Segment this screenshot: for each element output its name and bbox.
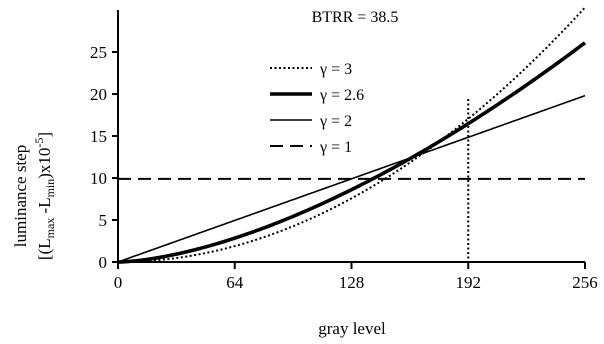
y-tick-label: 20 (90, 85, 107, 104)
y-tick-label: 5 (99, 211, 108, 230)
y-tick-label: 25 (90, 43, 107, 62)
x-axis-label: gray level (318, 319, 386, 338)
ylabel-open: [(L (35, 238, 54, 260)
series-line-2 (117, 41, 587, 264)
legend-label: γ = 2 (319, 113, 352, 130)
legend-label: γ = 2.6 (319, 87, 364, 104)
btrr-annotation: BTRR = 38.5 (312, 9, 399, 26)
ylabel-sup-exp: -5 (32, 138, 46, 148)
y-tick-label: 15 (90, 127, 107, 146)
legend: γ = 3 γ = 2.6 γ = 2 γ = 1 (270, 61, 364, 156)
x-tick-label: 64 (226, 273, 244, 292)
series-line-3 (117, 94, 586, 263)
x-tick-label: 128 (339, 273, 365, 292)
y-axis-label: luminance step (11, 145, 30, 247)
legend-label: γ = 3 (319, 61, 352, 78)
ylabel-sub-max: max (43, 218, 57, 239)
y-tick-label: 10 (90, 169, 107, 188)
y-tick-label: 0 (99, 253, 108, 272)
ylabel-minus: -L (35, 197, 54, 217)
ylabel-end: ] (35, 132, 54, 138)
x-tick-label: 192 (456, 273, 482, 292)
ylabel-sub-min: min (43, 179, 57, 198)
x-tick-label: 256 (572, 273, 598, 292)
axes: 0 5 10 15 20 25 0 64 128 192 256 (90, 10, 598, 292)
plot-area (117, 6, 587, 264)
ylabel-close: )x10 (35, 148, 54, 179)
y-axis-label-units: [(Lmax -Lmin)x10-5] (32, 132, 57, 260)
legend-label: γ = 1 (319, 139, 352, 156)
x-tick-label: 0 (114, 273, 123, 292)
y-axis-label-line2: [(Lmax -Lmin)x10-5] (32, 132, 57, 260)
series-line-1 (117, 6, 586, 263)
y-axis-label-line1: luminance step (11, 145, 30, 247)
